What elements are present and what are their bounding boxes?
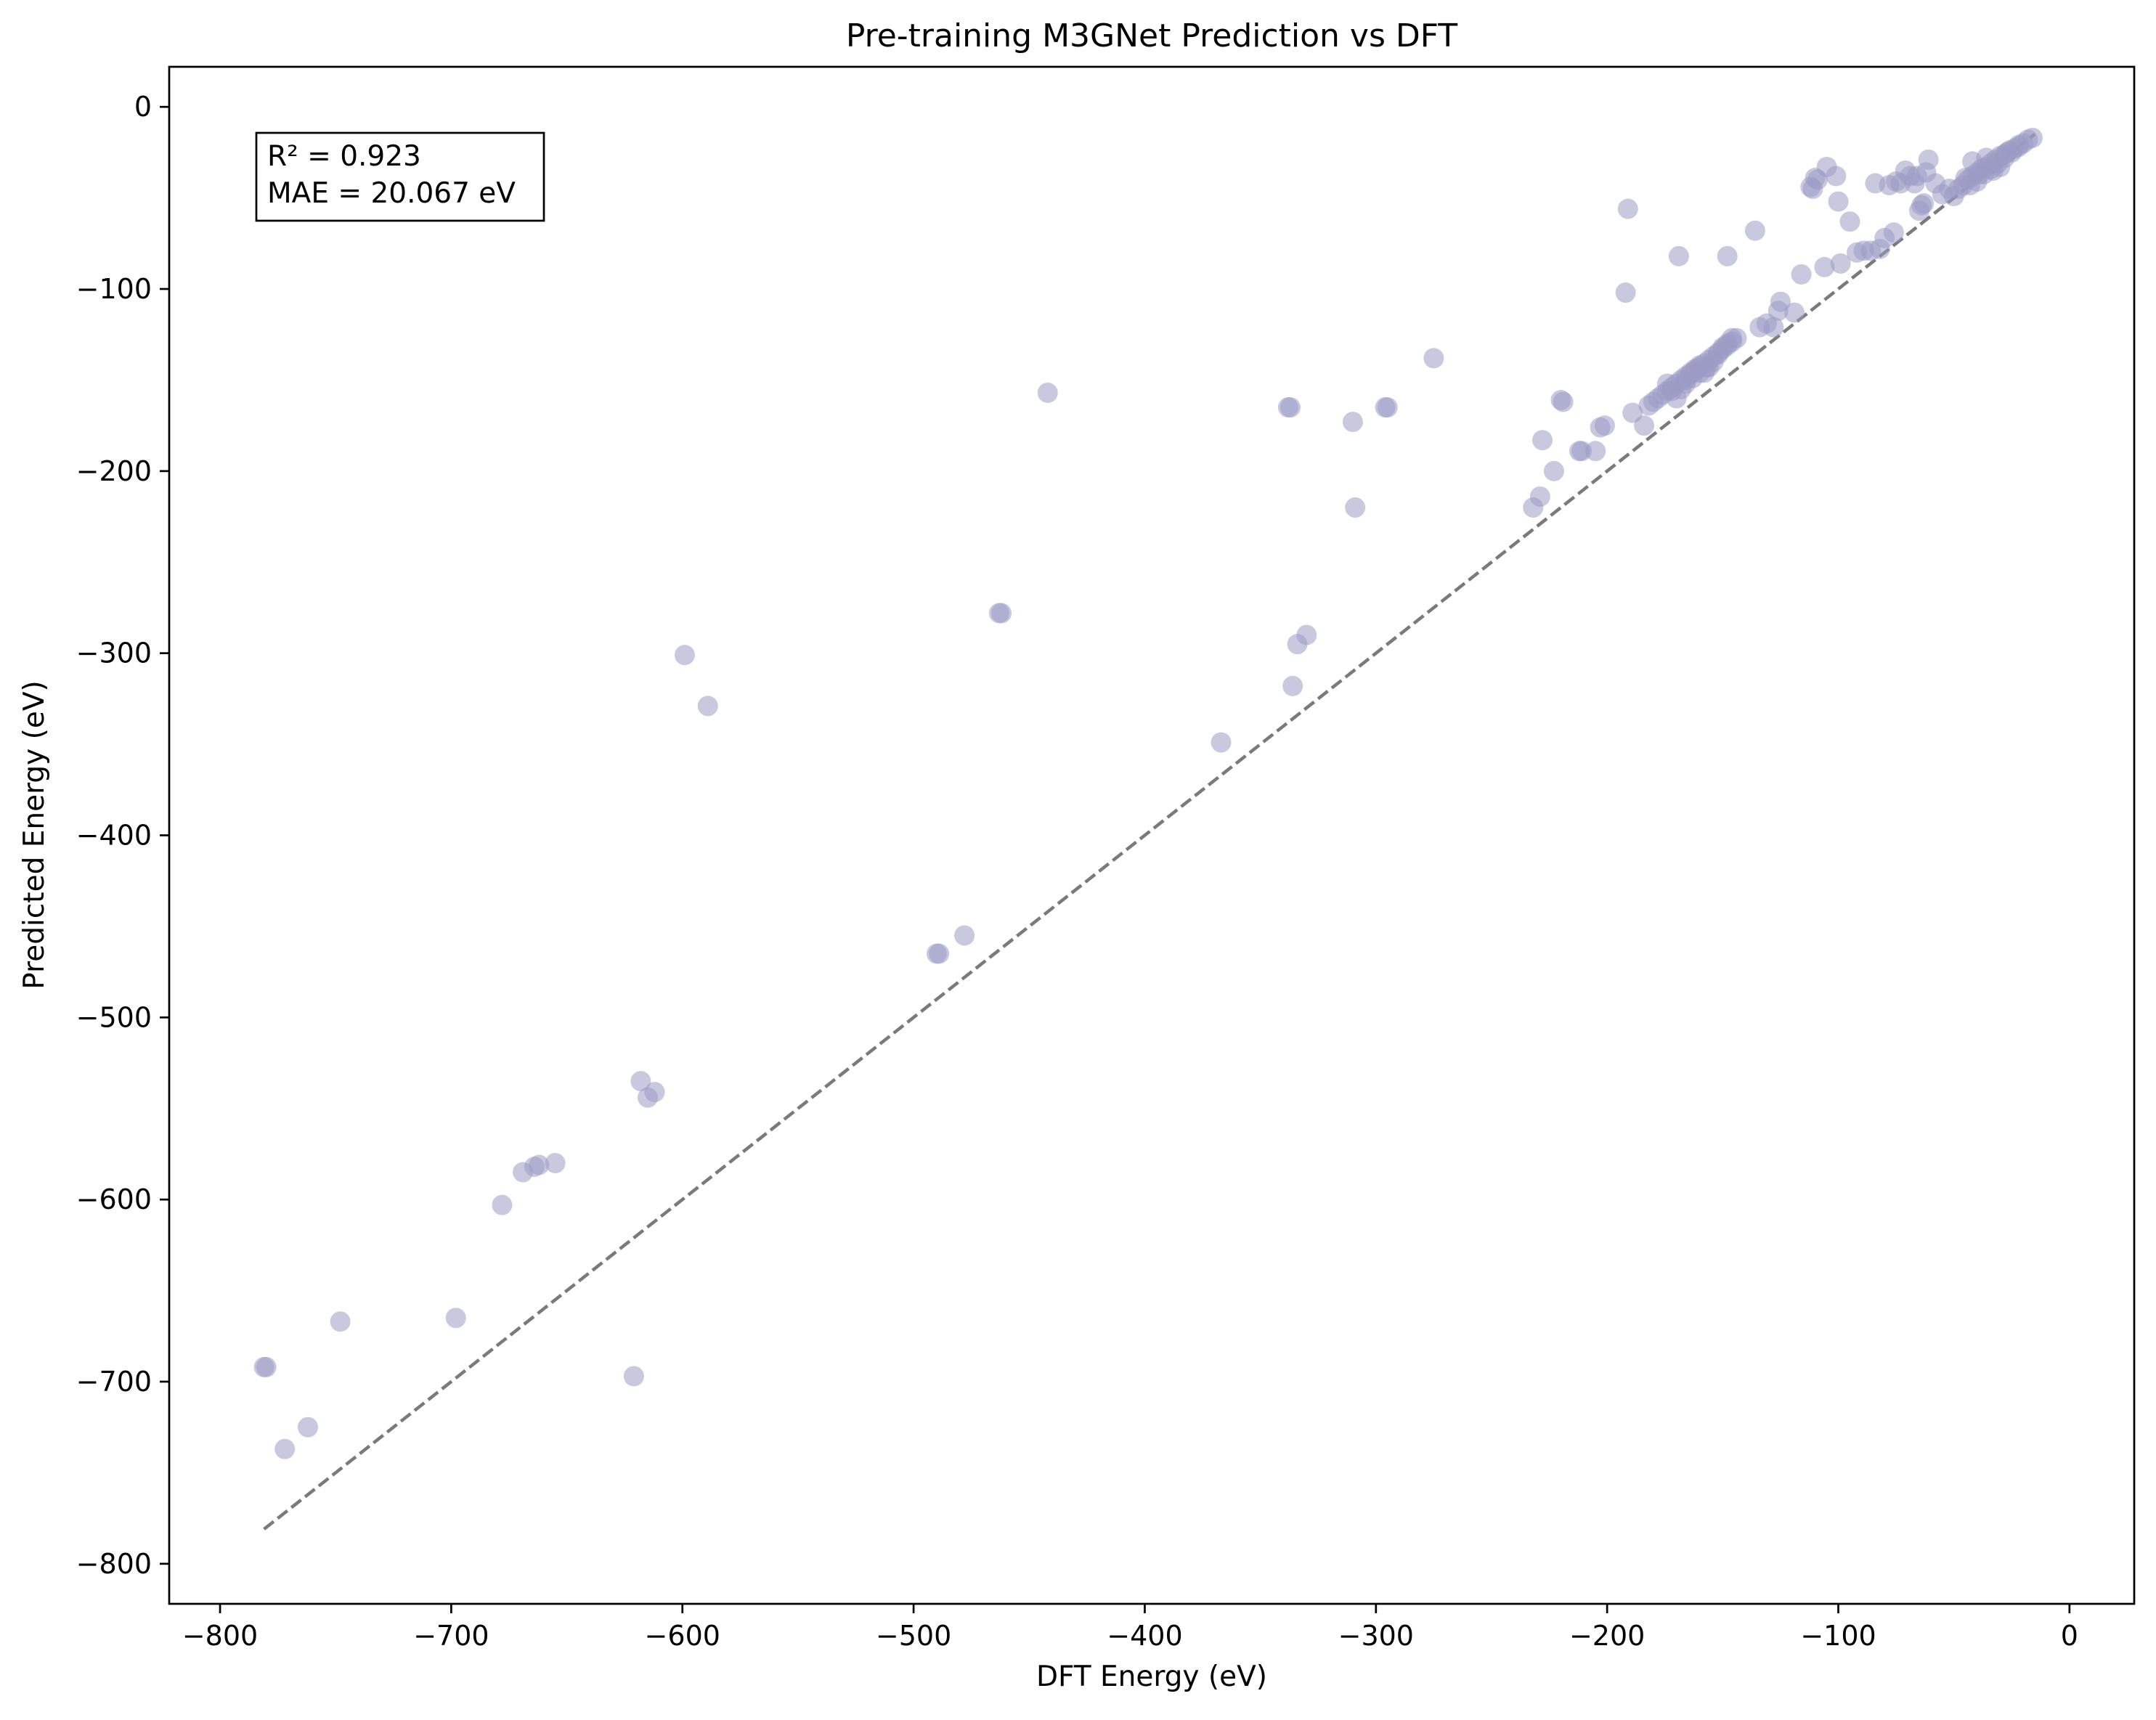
r-squared-label: R² = 0.923 [267, 140, 421, 173]
y-tick-label: −600 [76, 1183, 152, 1215]
data-point [256, 1356, 277, 1377]
data-point [1913, 193, 1935, 214]
y-tick-label: −400 [76, 820, 152, 852]
data-point [445, 1308, 466, 1329]
data-point [1722, 327, 1743, 349]
data-point [330, 1311, 351, 1332]
x-tick-label: 0 [2061, 1620, 2078, 1652]
plot-frame [168, 65, 2136, 1605]
data-point [1296, 624, 1317, 645]
x-tick-label: −300 [1338, 1620, 1414, 1652]
data-point [954, 925, 975, 946]
metrics-box [255, 131, 545, 222]
identity-line [263, 133, 2036, 1531]
chart-title: Pre-training M3GNet Prediction vs DFT [846, 17, 1457, 54]
data-point [492, 1194, 513, 1215]
data-point [1784, 302, 1805, 323]
data-point [674, 645, 695, 666]
data-point [1529, 486, 1550, 507]
x-tick-label: −200 [1569, 1620, 1645, 1652]
data-point [991, 603, 1012, 624]
data-point [529, 1154, 550, 1175]
y-tick-label: −300 [76, 637, 152, 669]
y-axis-label: Predicted Energy (eV) [18, 680, 51, 990]
x-axis-label: DFT Energy (eV) [1036, 1660, 1267, 1693]
data-point [298, 1417, 319, 1438]
data-point [1744, 220, 1765, 241]
data-point [1668, 245, 1689, 266]
data-point [1763, 317, 1784, 338]
y-tick-label: −500 [76, 1001, 152, 1033]
y-tick-label: −200 [76, 455, 152, 487]
x-tick-label: −600 [645, 1620, 720, 1652]
data-point [1839, 211, 1860, 232]
data-point [274, 1438, 296, 1459]
data-point [1830, 253, 1851, 274]
mae-label: MAE = 20.067 eV [267, 177, 516, 210]
x-axis-ticks: −800 −700 −600 −500 −400 −300 −200 −100 0 [182, 1604, 2078, 1652]
data-point [1615, 282, 1636, 303]
data-point [1717, 245, 1738, 266]
x-tick-label: −400 [1107, 1620, 1182, 1652]
data-point [623, 1366, 644, 1387]
data-point [1211, 732, 1232, 753]
data-point [1617, 198, 1638, 219]
data-point [2008, 136, 2029, 158]
data-point [1918, 149, 1939, 170]
data-point [1377, 397, 1398, 418]
data-point [1634, 415, 1655, 436]
data-point [1280, 397, 1301, 418]
data-point [1345, 497, 1366, 518]
y-axis-ticks: 0 −100 −200 −300 −400 −500 −600 −700 −800 [76, 91, 169, 1580]
y-tick-label: 0 [134, 91, 152, 123]
data-point [1828, 191, 1849, 212]
metrics-annotation: R² = 0.923 MAE = 20.067 eV [255, 131, 545, 222]
data-point [1594, 415, 1615, 436]
data-point [929, 943, 950, 964]
data-point [1342, 412, 1363, 433]
x-tick-label: −700 [413, 1620, 489, 1652]
data-point [1282, 675, 1303, 696]
data-point [1814, 256, 1835, 277]
y-tick-label: −700 [76, 1366, 152, 1398]
data-point [1791, 264, 1812, 285]
y-tick-label: −100 [76, 273, 152, 305]
y-tick-label: −800 [76, 1548, 152, 1580]
x-tick-label: −500 [876, 1620, 951, 1652]
data-point [1770, 291, 1791, 312]
data-point [1037, 382, 1058, 403]
x-tick-label: −800 [182, 1620, 258, 1652]
data-point [1883, 222, 1904, 243]
data-point [697, 696, 718, 717]
data-point [630, 1071, 651, 1092]
data-point [1826, 166, 1847, 187]
data-point [1553, 391, 1574, 412]
data-point [1696, 356, 1717, 378]
data-point [1585, 441, 1606, 462]
data-point [1532, 430, 1553, 451]
plot-area-background [169, 67, 2134, 1604]
data-point [644, 1082, 665, 1103]
data-point [1543, 460, 1564, 481]
data-point [545, 1152, 566, 1173]
data-points [253, 127, 2043, 1459]
x-tick-label: −100 [1800, 1620, 1876, 1652]
data-point [1423, 348, 1444, 369]
